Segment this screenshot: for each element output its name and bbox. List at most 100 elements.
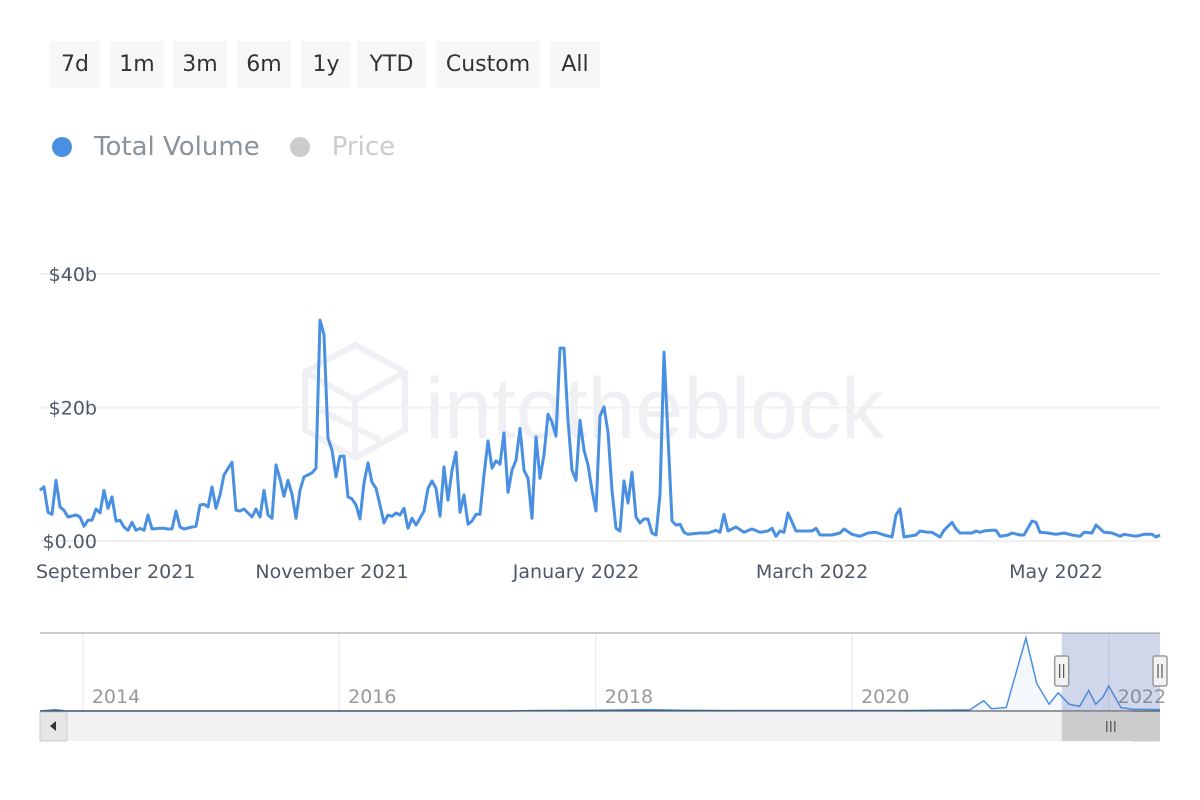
- data-point[interactable]: [211, 485, 214, 488]
- data-point[interactable]: [707, 531, 710, 534]
- data-point[interactable]: [743, 531, 746, 534]
- data-point[interactable]: [75, 513, 78, 516]
- data-point[interactable]: [131, 521, 134, 524]
- data-point[interactable]: [147, 513, 150, 516]
- data-point[interactable]: [347, 495, 350, 498]
- data-point[interactable]: [175, 509, 178, 512]
- data-point[interactable]: [403, 507, 406, 510]
- data-point[interactable]: [95, 507, 98, 510]
- data-point[interactable]: [639, 521, 642, 524]
- data-point[interactable]: [1031, 519, 1034, 522]
- data-point[interactable]: [411, 517, 414, 520]
- data-point[interactable]: [415, 523, 418, 526]
- data-point[interactable]: [327, 437, 330, 440]
- range-button-ytd[interactable]: YTD: [357, 41, 426, 88]
- data-point[interactable]: [1135, 535, 1138, 538]
- data-point[interactable]: [819, 533, 822, 536]
- data-point[interactable]: [463, 493, 466, 496]
- data-point[interactable]: [915, 533, 918, 536]
- legend-item-price[interactable]: Price: [289, 132, 395, 162]
- data-point[interactable]: [547, 413, 550, 416]
- data-point[interactable]: [231, 461, 234, 464]
- data-point[interactable]: [611, 489, 614, 492]
- data-point[interactable]: [975, 529, 978, 532]
- data-point[interactable]: [675, 523, 678, 526]
- data-point[interactable]: [467, 523, 470, 526]
- data-point[interactable]: [319, 319, 322, 322]
- data-point[interactable]: [511, 469, 514, 472]
- data-point[interactable]: [931, 531, 934, 534]
- data-point[interactable]: [699, 531, 702, 534]
- data-point[interactable]: [235, 509, 238, 512]
- data-point[interactable]: [435, 487, 438, 490]
- data-point[interactable]: [779, 529, 782, 532]
- data-point[interactable]: [843, 527, 846, 530]
- data-point[interactable]: [419, 517, 422, 520]
- data-point[interactable]: [123, 525, 126, 528]
- data-point[interactable]: [223, 473, 226, 476]
- data-point[interactable]: [239, 509, 242, 512]
- data-point[interactable]: [651, 531, 654, 534]
- data-point[interactable]: [295, 517, 298, 520]
- data-point[interactable]: [111, 495, 114, 498]
- data-point[interactable]: [759, 531, 762, 534]
- data-point[interactable]: [767, 529, 770, 532]
- data-point[interactable]: [971, 531, 974, 534]
- data-point[interactable]: [1019, 533, 1022, 536]
- data-point[interactable]: [1091, 531, 1094, 534]
- data-point[interactable]: [619, 529, 622, 532]
- data-point[interactable]: [103, 489, 106, 492]
- data-point[interactable]: [571, 469, 574, 472]
- data-point[interactable]: [407, 527, 410, 530]
- data-point[interactable]: [55, 479, 58, 482]
- data-point[interactable]: [243, 507, 246, 510]
- data-point[interactable]: [1079, 535, 1082, 538]
- data-point[interactable]: [979, 531, 982, 534]
- data-point[interactable]: [875, 531, 878, 534]
- scrollbar-track[interactable]: [40, 712, 1160, 741]
- data-point[interactable]: [279, 477, 282, 480]
- data-point[interactable]: [903, 535, 906, 538]
- data-point[interactable]: [127, 529, 130, 532]
- data-point[interactable]: [1007, 533, 1010, 536]
- data-point[interactable]: [991, 529, 994, 532]
- data-point[interactable]: [1155, 535, 1158, 538]
- data-point[interactable]: [899, 507, 902, 510]
- data-point[interactable]: [555, 435, 558, 438]
- data-point[interactable]: [803, 529, 806, 532]
- data-point[interactable]: [919, 529, 922, 532]
- data-point[interactable]: [647, 517, 650, 520]
- data-point[interactable]: [263, 489, 266, 492]
- data-point[interactable]: [395, 511, 398, 514]
- data-point[interactable]: [159, 527, 162, 530]
- data-point[interactable]: [579, 419, 582, 422]
- range-button-1m[interactable]: 1m: [110, 41, 164, 88]
- data-point[interactable]: [179, 525, 182, 528]
- data-point[interactable]: [195, 525, 198, 528]
- range-button-custom[interactable]: Custom: [436, 41, 540, 88]
- data-point[interactable]: [735, 525, 738, 528]
- data-point[interactable]: [199, 503, 202, 506]
- data-point[interactable]: [343, 455, 346, 458]
- data-point[interactable]: [567, 419, 570, 422]
- data-point[interactable]: [67, 515, 70, 518]
- range-button-6m[interactable]: 6m: [237, 41, 291, 88]
- legend-item-total-volume[interactable]: Total Volume: [52, 132, 260, 162]
- data-point[interactable]: [523, 469, 526, 472]
- data-point[interactable]: [535, 435, 538, 438]
- data-point[interactable]: [351, 497, 354, 500]
- data-point[interactable]: [427, 487, 430, 490]
- data-point[interactable]: [895, 513, 898, 516]
- data-point[interactable]: [99, 511, 102, 514]
- data-point[interactable]: [531, 517, 534, 520]
- data-point[interactable]: [135, 529, 138, 532]
- data-point[interactable]: [787, 511, 790, 514]
- data-point[interactable]: [559, 347, 562, 350]
- data-point[interactable]: [115, 519, 118, 522]
- data-point[interactable]: [659, 493, 662, 496]
- data-point[interactable]: [771, 527, 774, 530]
- data-point[interactable]: [183, 527, 186, 530]
- data-point[interactable]: [563, 347, 566, 350]
- data-point[interactable]: [291, 493, 294, 496]
- data-point[interactable]: [1151, 533, 1154, 536]
